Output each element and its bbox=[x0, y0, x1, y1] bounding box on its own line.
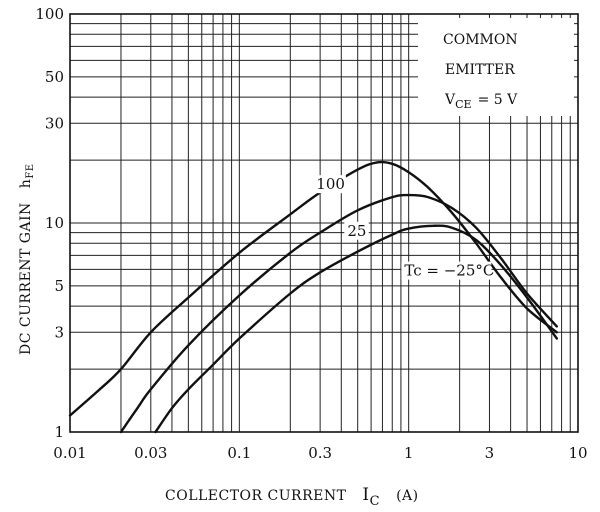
series-label-bg bbox=[344, 221, 369, 240]
series-labels: 100 25 Tc = −25°C bbox=[313, 175, 494, 280]
x-tick-labels: 0.01 0.03 0.1 0.3 1 3 10 bbox=[53, 444, 587, 462]
x-tick-label: 3 bbox=[485, 444, 495, 462]
y-axis-subscript: FE bbox=[25, 163, 36, 178]
x-tick-label: 0.01 bbox=[53, 444, 86, 462]
annotation-line-3: VCE = 5 V bbox=[444, 92, 518, 111]
annotation-box bbox=[418, 18, 574, 116]
series-curve-0 bbox=[68, 160, 558, 417]
y-axis-title-text: DC CURRENT GAIN bbox=[18, 202, 34, 355]
plot-frame bbox=[69, 13, 579, 433]
y-tick-label: 30 bbox=[45, 114, 64, 132]
series-label-2: Tc = −25°C bbox=[404, 262, 494, 280]
x-axis-symbol: I bbox=[362, 485, 369, 505]
series-curve-1 bbox=[119, 193, 558, 434]
annotation-line-1: COMMON bbox=[443, 32, 518, 48]
data-curves bbox=[68, 160, 558, 434]
x-axis-title-text: COLLECTOR CURRENT bbox=[165, 488, 347, 504]
y-tick-label: 1 bbox=[54, 423, 64, 441]
y-tick-label: 10 bbox=[45, 214, 64, 232]
series-label-bg bbox=[313, 175, 346, 194]
x-tick-label: 0.3 bbox=[308, 444, 332, 462]
annotation-value: = 5 V bbox=[478, 92, 519, 108]
annotation-line-2: EMITTER bbox=[445, 62, 515, 78]
x-axis-unit: (A) bbox=[396, 488, 419, 504]
x-tick-label: 1 bbox=[404, 444, 414, 462]
x-axis-subscript: C bbox=[370, 494, 380, 509]
y-tick-label: 5 bbox=[54, 277, 64, 295]
y-tick-label: 50 bbox=[45, 68, 64, 86]
y-axis-title: DC CURRENT GAIN hFE bbox=[18, 163, 36, 355]
series-curve-2 bbox=[154, 224, 558, 434]
x-tick-label: 10 bbox=[568, 444, 587, 462]
y-axis-symbol: h bbox=[18, 179, 34, 189]
series-label-bg bbox=[401, 261, 492, 280]
x-tick-label: 0.03 bbox=[134, 444, 167, 462]
x-axis-title: COLLECTOR CURRENT IC (A) bbox=[165, 485, 419, 509]
annotation-ce-subscript: CE bbox=[455, 98, 471, 111]
annotation-v-symbol: V bbox=[444, 92, 456, 108]
y-tick-label: 3 bbox=[54, 323, 64, 341]
series-label-0: 100 bbox=[316, 175, 345, 193]
x-tick-label: 0.1 bbox=[227, 444, 251, 462]
y-tick-labels: 1 3 5 10 30 50 100 bbox=[35, 5, 64, 441]
y-tick-label: 100 bbox=[35, 5, 64, 23]
series-label-1: 25 bbox=[347, 222, 366, 240]
